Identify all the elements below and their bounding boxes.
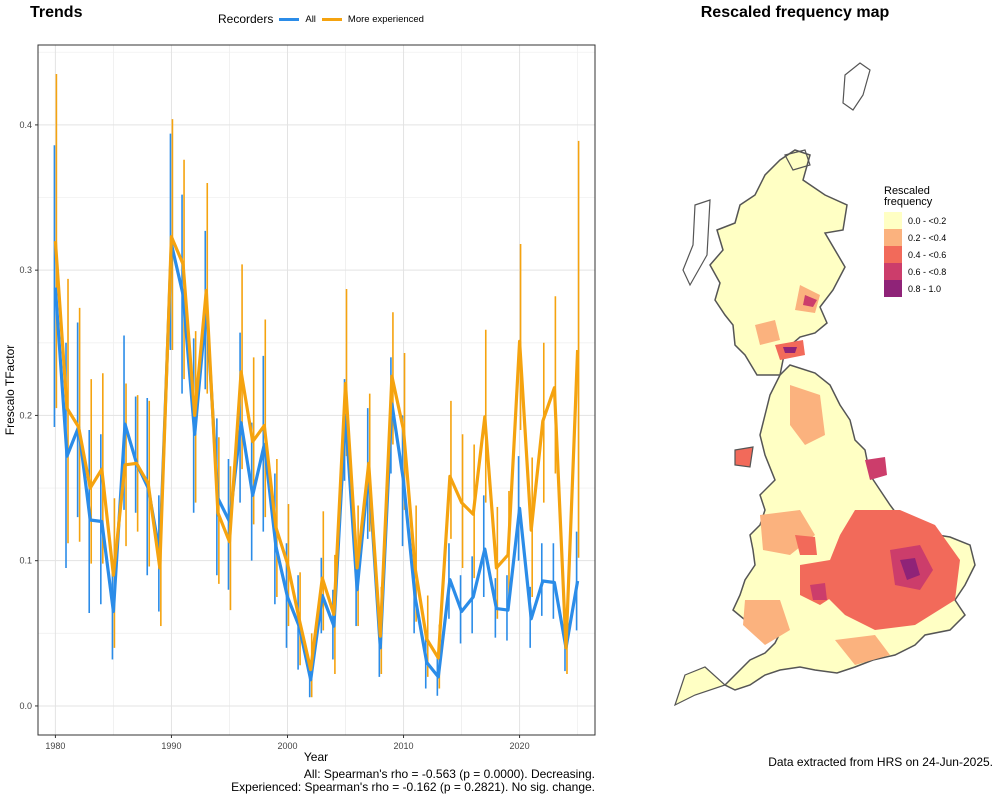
map-legend-label: 0.0 - <0.2 [908, 215, 947, 226]
map-region-cornwall [673, 666, 727, 707]
map-legend-row: 0.0 - <0.2 [884, 212, 946, 229]
legend-label-all: All [305, 13, 316, 25]
map-legend-key [884, 229, 902, 246]
y-tick-label: 0.1 [19, 556, 32, 566]
legend-swatch-experienced [321, 17, 342, 21]
map-legend-label: 0.8 - 1.0 [908, 283, 942, 294]
map-patch [783, 347, 797, 353]
map-patch [825, 510, 960, 630]
trends-title: Trends [30, 4, 83, 21]
x-tick-label: 2000 [277, 741, 297, 751]
map-island-shetland [842, 62, 871, 111]
map-island-hebrides [682, 199, 711, 287]
map-legend-label: 0.6 - <0.8 [908, 266, 947, 277]
gb-map [673, 62, 976, 707]
y-axis-label: Frescalo TFactor [3, 345, 17, 435]
map-legend-key [884, 263, 902, 280]
map-island-scotland [709, 149, 848, 376]
map-patch [800, 560, 843, 605]
map-patch [795, 535, 817, 555]
y-tick-label: 0.0 [19, 701, 32, 711]
map-patch [803, 295, 817, 307]
data-source-note: Data extracted from HRS on 24-Jun-2025. [768, 755, 993, 769]
series-line-experienced [53, 235, 580, 672]
map-legend-key [884, 212, 902, 229]
map-legend-title-1: Rescaled [884, 185, 930, 197]
map-patch [900, 558, 920, 580]
map-patch [755, 320, 780, 345]
legend-title: Recorders [218, 12, 274, 26]
x-tick-label: 1990 [161, 741, 181, 751]
legend-label-experienced: More experienced [347, 13, 424, 25]
map-patch [743, 600, 790, 645]
chart-axes: 0.0 0.1 0.2 0.3 0.4 1980 1990 2000 2010 2020 [19, 120, 529, 751]
series-lines [53, 235, 580, 682]
map-legend: Rescaled frequency 0.0 - <0.2 0.2 - <0.4… [884, 186, 946, 297]
map-legend-row: 0.4 - <0.6 [884, 246, 946, 263]
map-legend-key [884, 280, 902, 297]
map-patch [865, 457, 887, 480]
x-tick-label: 1980 [45, 741, 65, 751]
y-tick-label: 0.4 [19, 120, 32, 130]
chart-legend: Recorders All More experienced [218, 12, 424, 26]
map-patch [835, 635, 890, 665]
map-legend-row: 0.6 - <0.8 [884, 263, 946, 280]
map-island-orkney [784, 149, 811, 171]
map-legend-label: 0.2 - <0.4 [908, 232, 947, 243]
map-legend-row: 0.2 - <0.4 [884, 229, 946, 246]
x-axis-label: Year [304, 750, 328, 764]
y-tick-label: 0.2 [19, 410, 32, 420]
map-legend-key [884, 246, 902, 263]
x-tick-label: 2020 [510, 741, 530, 751]
legend-swatch-all [279, 17, 300, 21]
map-region-scotland [709, 149, 848, 376]
map-island-man [734, 446, 754, 468]
map-legend-label: 0.4 - <0.6 [908, 249, 947, 260]
error-bars [53, 74, 580, 698]
map-island-england-wales [723, 364, 976, 691]
chart-grid [38, 45, 595, 735]
plot-frame [37, 44, 596, 736]
map-patch [810, 583, 827, 600]
footnote-experienced: Experienced: Spearman's rho = -0.162 (p … [231, 780, 595, 794]
map-title: Rescaled frequency map [700, 4, 890, 21]
trend-chart: 0.0 0.1 0.2 0.3 0.4 1980 1990 2000 2010 2020 Fres… [3, 44, 596, 764]
x-tick-label: 2010 [394, 741, 414, 751]
map-patch [790, 385, 825, 445]
map-legend-title-2: frequency [884, 196, 933, 208]
footnote-all: All: Spearman's rho = -0.563 (p = 0.0000… [303, 767, 595, 781]
map-legend-row: 0.8 - 1.0 [884, 280, 946, 297]
y-tick-label: 0.3 [19, 265, 32, 275]
